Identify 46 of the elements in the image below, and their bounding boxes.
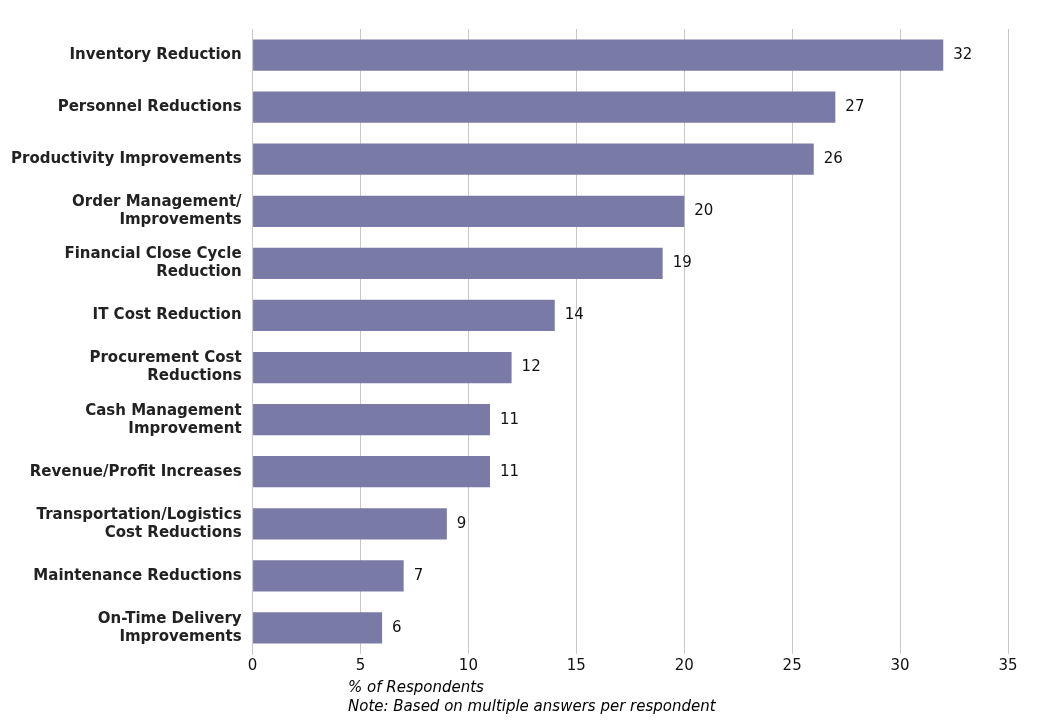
data-label: 9	[456, 513, 467, 532]
bar	[253, 195, 685, 227]
bar	[253, 612, 383, 644]
x-tick-label: 0	[247, 655, 258, 674]
data-label: 11	[500, 409, 520, 428]
bar	[253, 39, 944, 71]
text: Note: Based on multiple answers per respondent	[348, 697, 717, 716]
bar	[253, 404, 490, 436]
y-tick-label: Maintenance Reductions	[33, 565, 242, 584]
y-tick-label: On-Time Delivery Improvements	[97, 608, 242, 645]
data-label: 12	[521, 357, 541, 376]
x-tick-label: 20	[674, 655, 694, 674]
bar	[253, 143, 814, 175]
data-label: 20	[694, 201, 714, 220]
data-label: 7	[413, 565, 424, 584]
y-tick-label: IT Cost Reduction	[92, 305, 242, 324]
x-tick-label: 35	[998, 655, 1018, 674]
y-tick-label: Personnel Reductions	[57, 97, 242, 116]
data-label: 6	[392, 617, 402, 636]
x-tick-label: 15	[566, 655, 586, 674]
data-label: 19	[672, 253, 692, 272]
x-axis-title: % of Respondents	[348, 678, 485, 697]
x-tick-label: 30	[890, 655, 910, 674]
x-tick-label: 10	[458, 655, 478, 674]
bar	[253, 456, 490, 488]
data-label: 11	[500, 461, 520, 480]
x-tick-label: 5	[355, 655, 366, 674]
data-label: 14	[564, 305, 584, 324]
bar	[253, 351, 512, 384]
data-label: 27	[845, 97, 865, 116]
y-tick-label: Transportation/Logistics Cost Reductions	[36, 504, 242, 541]
bar	[253, 299, 555, 332]
data-label: 26	[823, 149, 843, 168]
y-tick-label: Procurement Cost Reductions	[89, 348, 242, 385]
y-tick-label: Productivity Improvements	[10, 149, 242, 168]
bar	[253, 560, 404, 592]
bar	[253, 91, 836, 123]
data-label: 32	[953, 44, 973, 63]
y-tick-label: Inventory Reduction	[69, 44, 242, 63]
y-tick-label: Order Management/ Improvements	[72, 192, 243, 229]
y-tick-label: Cash Management Improvement	[85, 400, 242, 437]
y-tick-label: Financial Close Cycle Reduction	[64, 244, 242, 281]
bar	[253, 508, 447, 540]
bar	[253, 247, 663, 279]
x-tick-label: 25	[782, 655, 802, 674]
y-tick-label: Revenue/Profit Increases	[29, 461, 242, 480]
